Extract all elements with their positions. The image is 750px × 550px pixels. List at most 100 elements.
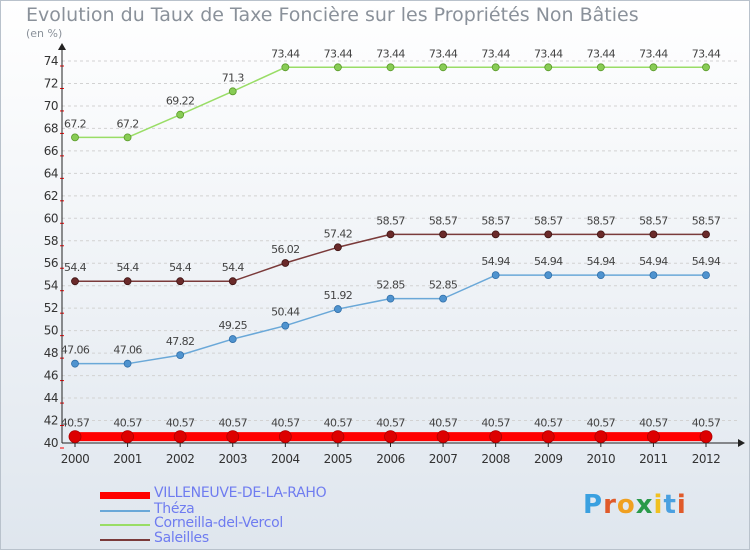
- chart-title: Evolution du Taux de Taxe Foncière sur l…: [26, 4, 639, 26]
- data-label: 52.85: [429, 279, 458, 292]
- data-label: 54.94: [481, 255, 510, 268]
- data-label: 73.44: [534, 47, 563, 60]
- data-label: 54.4: [169, 261, 192, 274]
- data-point: [647, 430, 660, 443]
- data-point: [123, 277, 132, 286]
- y-tick-label: 68: [44, 121, 58, 135]
- data-label: 40.57: [481, 417, 510, 430]
- data-point: [491, 271, 500, 280]
- data-point: [176, 110, 185, 119]
- x-tick-label: 2000: [61, 452, 90, 466]
- legend-swatch: [100, 524, 150, 526]
- proxiti-logo: Proxiti: [583, 490, 687, 520]
- legend-label: VILLENEUVE-DE-LA-RAHO: [154, 485, 327, 501]
- data-label: 57.42: [324, 227, 353, 240]
- data-point: [226, 430, 240, 443]
- data-label: 54.94: [534, 255, 563, 268]
- data-label: 73.44: [376, 47, 405, 60]
- data-point: [649, 271, 658, 280]
- data-point: [594, 430, 608, 443]
- data-point: [702, 271, 710, 280]
- data-label: 40.57: [113, 417, 142, 430]
- data-label: 58.57: [481, 214, 510, 227]
- legend-label: Théza: [154, 501, 195, 517]
- data-label: 40.57: [587, 417, 616, 430]
- data-point: [386, 230, 395, 239]
- data-label: 54.4: [64, 261, 87, 274]
- data-point: [228, 277, 237, 286]
- data-label: 40.57: [219, 417, 248, 430]
- data-label: 40.57: [271, 417, 300, 430]
- x-tick-label: 2012: [692, 452, 721, 466]
- data-point: [386, 63, 395, 72]
- data-label: 49.25: [219, 319, 248, 332]
- data-point: [596, 271, 605, 280]
- y-tick-label: 48: [44, 346, 58, 360]
- data-point: [176, 277, 185, 286]
- data-label: 58.57: [587, 214, 616, 227]
- data-label: 56.02: [271, 243, 300, 256]
- x-tick-label: 2004: [271, 452, 300, 466]
- x-tick-label: 2005: [324, 452, 353, 466]
- data-point: [331, 430, 345, 443]
- logo-letter: o: [616, 490, 636, 520]
- y-tick-label: 62: [44, 189, 58, 203]
- legend-swatch: [100, 510, 150, 512]
- data-label: 40.57: [534, 417, 563, 430]
- data-label: 73.44: [271, 47, 300, 60]
- data-point: [71, 359, 79, 368]
- data-point: [702, 63, 710, 72]
- logo-letter: x: [635, 490, 654, 520]
- data-label: 40.57: [376, 417, 405, 430]
- data-label: 73.44: [692, 47, 721, 60]
- data-label: 67.2: [64, 117, 86, 130]
- x-tick-label: 2002: [166, 452, 195, 466]
- data-point: [68, 430, 82, 443]
- data-point: [334, 63, 342, 72]
- y-tick-label: 42: [44, 414, 58, 428]
- data-point: [71, 277, 79, 286]
- data-label: 73.44: [481, 47, 510, 60]
- data-point: [596, 230, 605, 239]
- legend-swatch: [100, 539, 150, 541]
- data-point: [123, 133, 132, 142]
- data-label: 54.94: [639, 255, 668, 268]
- y-tick-label: 44: [44, 391, 58, 405]
- data-point: [384, 430, 397, 443]
- data-point: [439, 294, 447, 303]
- data-point: [281, 321, 290, 330]
- data-label: 54.94: [692, 255, 721, 268]
- logo-letter: r: [603, 490, 617, 520]
- data-point: [386, 294, 395, 303]
- y-axis-arrow: [58, 43, 66, 50]
- data-point: [702, 230, 710, 239]
- data-point: [334, 243, 342, 252]
- data-label: 58.57: [429, 214, 458, 227]
- data-point: [541, 430, 555, 443]
- data-point: [278, 430, 292, 443]
- data-point: [439, 63, 447, 72]
- data-label: 40.57: [324, 417, 353, 430]
- data-point: [596, 63, 605, 72]
- x-tick-label: 2011: [639, 452, 668, 466]
- data-label: 47.06: [61, 344, 90, 357]
- y-tick-label: 66: [44, 144, 58, 158]
- data-point: [491, 230, 500, 239]
- data-point: [123, 359, 132, 368]
- y-axis-unit: (en %): [26, 27, 63, 40]
- x-tick-label: 2009: [534, 452, 563, 466]
- y-tick-label: 74: [44, 54, 58, 68]
- data-point: [439, 230, 447, 239]
- data-point: [173, 430, 187, 443]
- data-label: 52.85: [376, 279, 405, 292]
- data-label: 54.4: [117, 261, 140, 274]
- data-label: 50.44: [271, 306, 300, 319]
- data-label: 73.44: [587, 47, 616, 60]
- data-label: 54.94: [587, 255, 616, 268]
- logo-letter: t: [663, 490, 677, 520]
- legend-label: Corneilla-del-Vercol: [154, 515, 283, 531]
- data-point: [281, 63, 290, 72]
- y-tick-label: 56: [44, 256, 58, 270]
- data-label: 73.44: [324, 47, 353, 60]
